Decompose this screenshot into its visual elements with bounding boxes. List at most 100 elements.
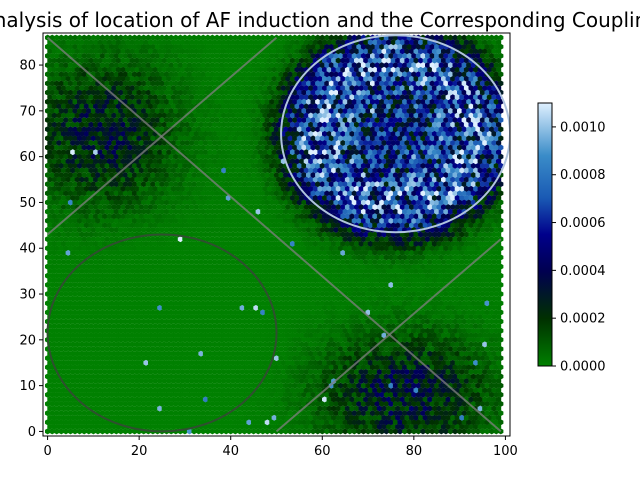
- hexbin-cell: [264, 428, 270, 435]
- hexbin-cell: [287, 391, 293, 398]
- hexbin-cell: [390, 423, 396, 430]
- hexbin-cell: [299, 387, 305, 394]
- hexbin-cell: [49, 373, 55, 380]
- hexbin-cell: [106, 405, 112, 412]
- hexbin-cell: [129, 378, 135, 384]
- hexbin-cell: [271, 387, 277, 394]
- hexbin-cell: [438, 428, 444, 435]
- hexbin-cell: [65, 414, 71, 421]
- hexbin-cell: [79, 405, 85, 412]
- hexbin-cell: [356, 428, 362, 435]
- hexbin-cell: [202, 378, 209, 384]
- hexbin-cell: [111, 414, 117, 421]
- hexbin-cell: [420, 391, 426, 398]
- hexbin-cell: [148, 423, 154, 430]
- hexbin-cell: [193, 396, 199, 403]
- hexbin-cell: [54, 382, 60, 389]
- hexbin-cell: [168, 382, 174, 389]
- hexbin-cell: [367, 387, 373, 394]
- hexbin-cell: [228, 428, 234, 435]
- hexbin-cell: [461, 428, 467, 435]
- hexbin-cell: [322, 405, 328, 412]
- hexbin-cell: [113, 410, 119, 417]
- hexbin-cell: [164, 391, 170, 398]
- hexbin-cell: [498, 400, 504, 407]
- hexbin-cell: [422, 396, 428, 403]
- hexbin-cell: [271, 378, 277, 384]
- hexbin-cell: [388, 410, 394, 417]
- hexbin-cell: [335, 405, 341, 412]
- hexbin-cell: [340, 378, 346, 384]
- hexbin-cell: [429, 410, 435, 417]
- hexbin-cell: [470, 382, 476, 389]
- hexbin-cell: [280, 378, 286, 384]
- hexbin-cell: [470, 428, 476, 435]
- hexbin-cell: [271, 414, 277, 421]
- hexbin-cell: [470, 419, 476, 426]
- hexbin-cell: [150, 400, 156, 407]
- hexbin-cell: [239, 378, 245, 384]
- hexbin-cell: [113, 400, 119, 407]
- hexbin-cell: [63, 391, 69, 398]
- hexbin-cell: [306, 419, 312, 426]
- hexbin-cell: [344, 423, 351, 430]
- hexbin-cell: [45, 410, 51, 417]
- hexbin-cell: [196, 410, 202, 417]
- hexbin-cell: [168, 410, 174, 417]
- hexbin-cell: [418, 405, 424, 412]
- hexbin-cell: [67, 400, 74, 407]
- hexbin-cell: [333, 382, 339, 389]
- hexbin-cell: [184, 378, 190, 384]
- hexbin-cell: [441, 405, 447, 412]
- hexbin-cell: [447, 428, 454, 435]
- hexbin-cell: [189, 378, 195, 384]
- hexbin-cell: [104, 391, 110, 398]
- hexbin-cell: [390, 387, 396, 394]
- hexbin-cell: [468, 414, 474, 421]
- hexbin-cell: [276, 405, 282, 412]
- hexbin-cell: [207, 414, 213, 421]
- hexbin-cell: [454, 414, 460, 421]
- hexbin-cell: [379, 391, 385, 398]
- hexbin-cell: [363, 405, 369, 412]
- hexbin-cell: [184, 405, 190, 412]
- hexbin-cell: [221, 387, 227, 394]
- hexbin-cell: [445, 378, 451, 384]
- hexbin-cell: [67, 419, 74, 426]
- hexbin-cell: [349, 405, 355, 412]
- hexbin-cell: [273, 382, 280, 389]
- hexbin-cell: [225, 405, 231, 412]
- hexbin-cell: [484, 428, 490, 435]
- hexbin-cell: [143, 405, 149, 412]
- hexbin-cell: [349, 423, 355, 430]
- hexbin-cell: [67, 428, 74, 435]
- hexbin-cell: [496, 387, 502, 394]
- hexbin-cell: [56, 423, 62, 430]
- hexbin-cell: [246, 428, 252, 435]
- hexbin-cell: [395, 396, 401, 403]
- hexbin-cell: [186, 400, 193, 407]
- hexbin-cell: [67, 410, 74, 417]
- hexbin-cell: [280, 396, 286, 403]
- hexbin-cell: [392, 391, 399, 398]
- hexbin-cell: [182, 419, 188, 426]
- hexbin-cell: [283, 391, 289, 398]
- hexbin-cell: [289, 378, 296, 384]
- hexbin-cell: [74, 405, 80, 412]
- hexbin-cell: [209, 428, 215, 435]
- hexbin-cell: [319, 410, 325, 417]
- hexbin-cell: [342, 400, 348, 407]
- hexbin-cell: [49, 428, 55, 435]
- hexbin-cell: [58, 400, 64, 407]
- hexbin-cell: [338, 419, 344, 426]
- hexbin-cell: [308, 414, 314, 421]
- hexbin-cell: [319, 428, 325, 435]
- hexbin-cell: [47, 378, 53, 384]
- hexbin-cell: [269, 428, 275, 435]
- hexbin-cell: [168, 400, 174, 407]
- hexbin-cell: [143, 378, 149, 384]
- hexbin-cell: [132, 419, 138, 426]
- hexbin-cell: [67, 373, 74, 380]
- hexbin-cell: [186, 428, 193, 435]
- hexbin-cell: [484, 410, 490, 417]
